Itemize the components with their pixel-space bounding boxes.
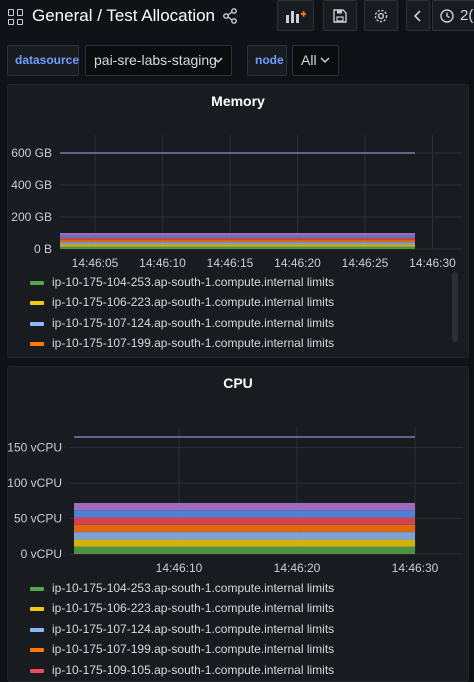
panel-title[interactable]: Memory (211, 93, 265, 109)
legend-label: ip-10-175-104-253.ap-south-1.compute.int… (52, 275, 335, 289)
dashboards-icon[interactable] (8, 9, 24, 25)
stacked-area-band (74, 532, 415, 540)
legend-scrollbar[interactable] (452, 272, 458, 342)
stacked-area-band (60, 235, 415, 238)
time-picker-button[interactable] (432, 0, 474, 31)
legend-swatch (30, 342, 44, 346)
legend-label: ip-10-175-109-105.ap-south-1.compute.int… (52, 663, 335, 677)
legend-label: ip-10-175-104-253.ap-south-1.compute.int… (52, 581, 335, 595)
stacked-area-band (74, 517, 415, 525)
stacked-area-band (74, 546, 415, 554)
legend-swatch (30, 301, 44, 305)
legend-label: ip-10-175-106-223.ap-south-1.compute.int… (52, 601, 335, 615)
legend-swatch (30, 322, 44, 326)
node-variable-label: node (247, 45, 287, 76)
save-dashboard-button[interactable] (323, 0, 357, 31)
y-tick-label: 0 B (34, 242, 52, 256)
y-tick-label: 400 GB (11, 178, 52, 192)
settings-button[interactable] (364, 0, 398, 31)
node-select[interactable]: All (292, 45, 339, 76)
x-tick-label: 14:46:20 (274, 256, 321, 270)
page-scroll-track[interactable] (469, 80, 474, 682)
cpu-panel: CPU 14:46:10 14:46:20 14:46:30 0 vCPU 50 vCP… (7, 366, 469, 682)
stacked-area-band (60, 242, 415, 245)
save-icon (333, 8, 347, 23)
x-tick-label: 14:46:05 (72, 256, 119, 270)
dashboard-title[interactable]: General / Test Allocation (32, 6, 216, 25)
memory-chart: 14:46:05 14:46:10 14:46:15 14:46:20 14:46:25… (11, 135, 463, 270)
x-tick-label: 14:46:30 (409, 256, 456, 270)
legend-label: ip-10-175-106-223.ap-south-1.compute.int… (52, 295, 335, 309)
stacked-area-band (74, 524, 415, 533)
legend-swatch (30, 648, 44, 652)
chevron-left-icon (413, 9, 421, 22)
stacked-area-band (60, 237, 415, 240)
node-select-value: All (301, 52, 317, 68)
clock-icon (440, 8, 454, 23)
y-tick-label: 600 GB (11, 146, 52, 160)
x-tick-label: 14:46:10 (139, 256, 186, 270)
legend-swatch (30, 281, 44, 285)
cpu-chart: 14:46:10 14:46:20 14:46:30 0 vCPU 50 vCPU 100… (8, 427, 463, 575)
datasource-select-value: pai-sre-labs-staging (94, 52, 217, 68)
x-tick-label: 14:46:30 (392, 561, 439, 575)
chevron-down-icon (320, 57, 330, 64)
stacked-area-band (60, 239, 415, 243)
share-icon[interactable] (222, 8, 238, 24)
add-panel-button[interactable] (277, 0, 314, 31)
add-panel-icon (285, 10, 306, 23)
x-tick-label: 14:46:15 (207, 256, 254, 270)
panel-title[interactable]: CPU (223, 375, 253, 391)
legend-label: ip-10-175-107-199.ap-south-1.compute.int… (52, 642, 335, 656)
datasource-select[interactable]: pai-sre-labs-staging (85, 45, 232, 76)
x-tick-label: 14:46:10 (156, 561, 203, 575)
y-tick-label: 200 GB (11, 210, 52, 224)
stacked-area-band (60, 246, 415, 249)
legend-swatch (30, 607, 44, 611)
gear-icon (374, 9, 388, 22)
x-tick-label: 14:46:25 (342, 256, 389, 270)
chevron-down-icon (213, 57, 223, 64)
legend-label: ip-10-175-107-199.ap-south-1.compute.int… (52, 336, 335, 350)
stacked-area-band (60, 244, 415, 247)
legend-swatch (30, 628, 44, 632)
stacked-area-band (74, 502, 415, 511)
legend-label: ip-10-175-107-124.ap-south-1.compute.int… (52, 622, 335, 636)
top-bar: General / Test Allocation (0, 0, 474, 34)
y-tick-label: 0 vCPU (21, 547, 62, 561)
legend-swatch (30, 669, 44, 673)
time-range-label[interactable]: 2( (460, 7, 474, 24)
legend-label: ip-10-175-107-124.ap-south-1.compute.int… (52, 316, 335, 330)
stacked-area-band (74, 539, 415, 547)
legend-swatch (30, 587, 44, 591)
time-back-button[interactable] (406, 0, 430, 31)
x-tick-label: 14:46:20 (274, 561, 321, 575)
stacked-area-band (74, 510, 415, 518)
y-tick-label: 50 vCPU (14, 512, 62, 526)
y-tick-label: 100 vCPU (8, 476, 62, 490)
stacked-area-band (60, 233, 415, 236)
datasource-variable-label: datasource (7, 45, 79, 76)
y-tick-label: 150 vCPU (8, 441, 62, 455)
memory-panel: Memory 14:46:05 14:46:10 14:46:15 14:46:20 1… (7, 84, 469, 358)
